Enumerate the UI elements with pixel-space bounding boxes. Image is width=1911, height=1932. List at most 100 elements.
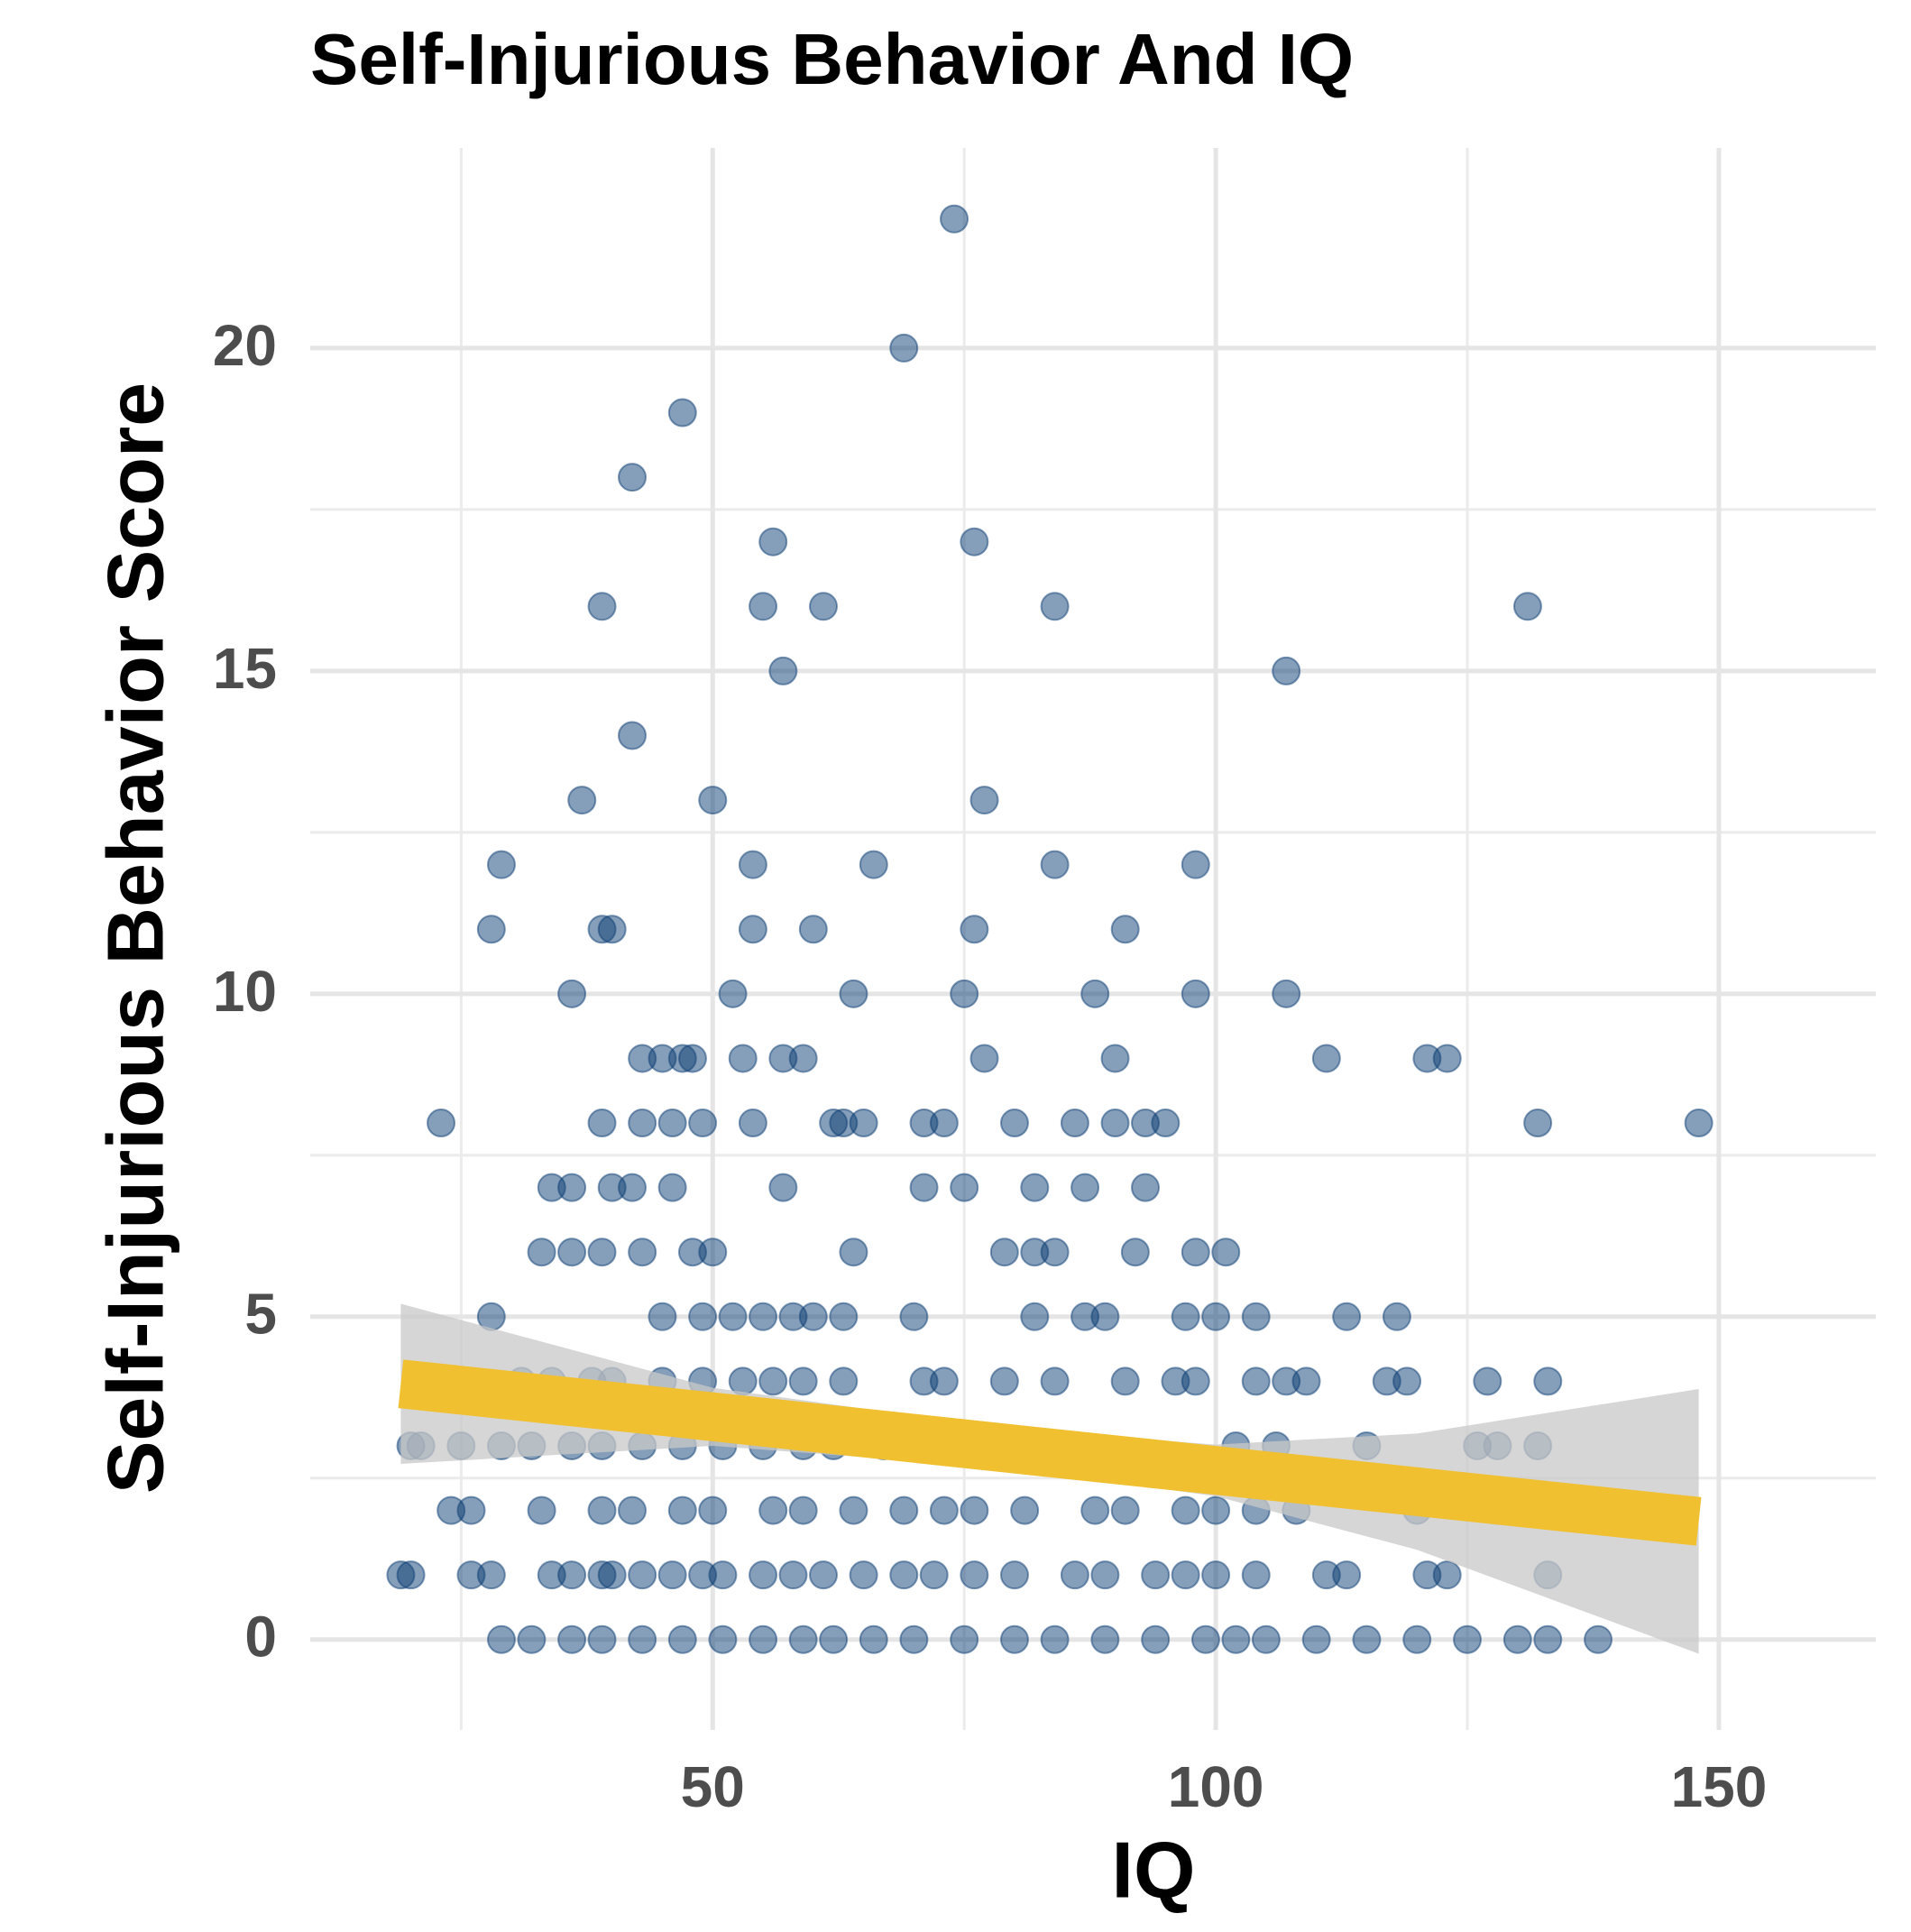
point — [1291, 1366, 1321, 1396]
point — [1311, 1044, 1341, 1073]
confidence-band — [400, 1303, 1699, 1654]
point — [698, 786, 728, 815]
point — [1090, 1560, 1120, 1590]
point — [1181, 1366, 1210, 1396]
point — [1301, 1624, 1331, 1654]
point — [1141, 1560, 1171, 1590]
point — [1684, 1109, 1713, 1138]
point — [960, 1495, 989, 1525]
point — [486, 1624, 516, 1654]
point — [999, 1109, 1029, 1138]
point — [1181, 1237, 1210, 1267]
point — [1241, 1302, 1271, 1331]
point — [808, 592, 838, 621]
point — [1141, 1624, 1171, 1654]
point — [788, 1366, 818, 1396]
y-tick-label: 5 — [244, 1282, 277, 1347]
point — [648, 1302, 677, 1331]
point — [597, 1560, 627, 1590]
point — [1181, 979, 1210, 1008]
point — [889, 1560, 919, 1590]
chart-title: Self-Injurious Behavior And IQ — [310, 19, 1354, 99]
point — [628, 1560, 657, 1590]
point — [557, 1173, 587, 1202]
point — [758, 1366, 788, 1396]
x-tick-label: 100 — [1168, 1754, 1264, 1819]
point — [768, 656, 798, 685]
point — [1533, 1624, 1563, 1654]
point — [1332, 1302, 1362, 1331]
point — [628, 1109, 657, 1138]
point — [969, 786, 999, 815]
point — [829, 1302, 859, 1331]
point — [798, 915, 828, 944]
point — [587, 1109, 617, 1138]
point — [1040, 1624, 1070, 1654]
x-axis-title: IQ — [1112, 1825, 1196, 1914]
point — [1060, 1109, 1089, 1138]
point — [989, 1237, 1019, 1267]
point — [1533, 1366, 1563, 1396]
point — [1241, 1366, 1271, 1396]
point — [788, 1624, 818, 1654]
point — [758, 527, 788, 557]
fit-line — [398, 1359, 1702, 1546]
point — [940, 204, 969, 234]
point — [749, 1302, 778, 1331]
y-tick-label: 10 — [213, 959, 277, 1024]
point — [1502, 1624, 1532, 1654]
point — [657, 1560, 687, 1590]
point — [396, 1560, 426, 1590]
point — [738, 1109, 767, 1138]
point — [628, 1237, 657, 1267]
point — [587, 1237, 617, 1267]
y-axis-title: Self-Injurious Behavior Score — [90, 382, 179, 1494]
point — [1040, 592, 1070, 621]
point — [728, 1044, 758, 1073]
point — [1251, 1624, 1281, 1654]
point — [969, 1044, 999, 1073]
point — [1523, 1109, 1553, 1138]
point — [1201, 1560, 1231, 1590]
point — [768, 1173, 798, 1202]
point — [708, 1624, 738, 1654]
point — [1171, 1495, 1200, 1525]
point — [1040, 1237, 1070, 1267]
point — [778, 1560, 808, 1590]
point — [628, 1624, 657, 1654]
point — [839, 1237, 868, 1267]
point — [950, 1624, 979, 1654]
point — [1040, 850, 1070, 879]
point — [849, 1109, 878, 1138]
point — [1070, 1173, 1100, 1202]
point — [587, 1495, 617, 1525]
point — [557, 1237, 587, 1267]
point — [657, 1173, 687, 1202]
point — [688, 1302, 718, 1331]
point — [1020, 1302, 1050, 1331]
point — [1110, 915, 1140, 944]
point — [698, 1237, 728, 1267]
point — [1120, 1237, 1150, 1267]
point — [456, 1495, 486, 1525]
point — [839, 1495, 868, 1525]
point — [618, 721, 648, 750]
point — [1060, 1560, 1089, 1590]
point — [1090, 1302, 1120, 1331]
point — [708, 1560, 738, 1590]
x-tick-label: 150 — [1671, 1754, 1768, 1819]
point — [798, 1302, 828, 1331]
point — [1040, 1366, 1070, 1396]
point — [829, 1366, 859, 1396]
point — [1010, 1495, 1040, 1525]
point — [919, 1560, 949, 1590]
point — [698, 1495, 728, 1525]
point — [859, 850, 888, 879]
point — [667, 1495, 697, 1525]
point — [1392, 1366, 1422, 1396]
point — [929, 1366, 959, 1396]
point — [667, 398, 697, 428]
point — [738, 850, 767, 879]
point — [1584, 1624, 1613, 1654]
point — [597, 915, 627, 944]
